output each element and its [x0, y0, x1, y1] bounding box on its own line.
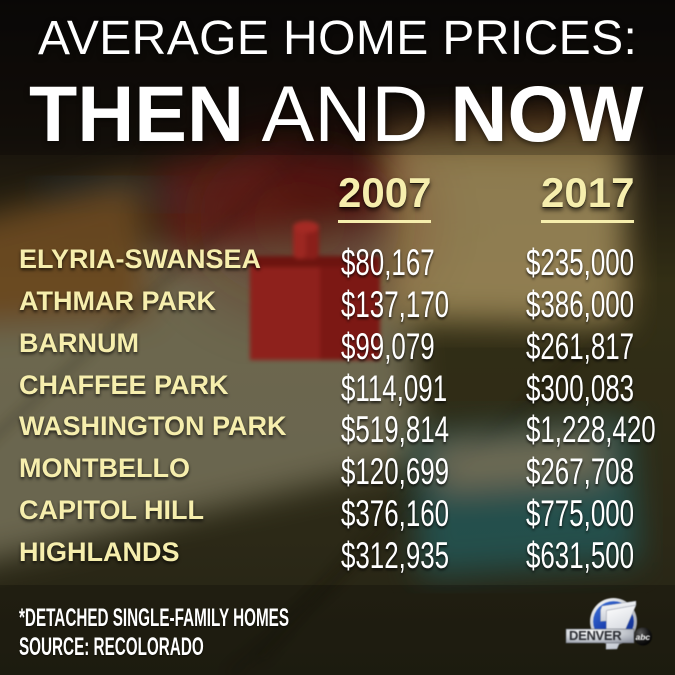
svg-text:abc: abc: [636, 632, 651, 642]
svg-text:DENVER: DENVER: [569, 628, 622, 643]
